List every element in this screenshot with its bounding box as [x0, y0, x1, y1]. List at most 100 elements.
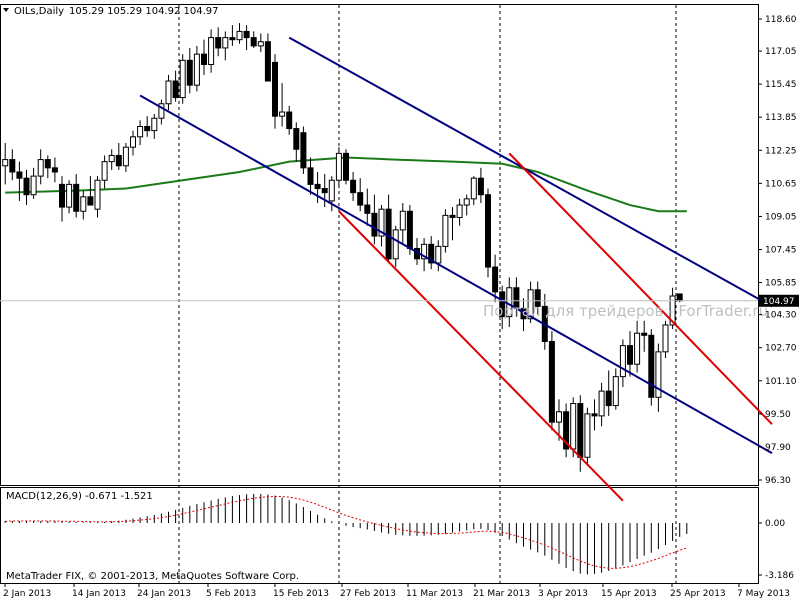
- candle: [30, 167, 37, 199]
- blue-trendline[interactable]: [139, 94, 773, 454]
- candle-body-down: [563, 411, 570, 450]
- signal-line: [5, 495, 687, 569]
- candle-body-up: [193, 53, 200, 86]
- date-tick-label: 25 Apr 2013: [670, 589, 726, 599]
- red-trendline[interactable]: [338, 210, 624, 502]
- candle-body-up: [208, 37, 215, 65]
- candle: [556, 399, 562, 441]
- candle: [641, 320, 648, 352]
- candle-body-up: [612, 376, 619, 407]
- macd-tick-label: 0.00: [765, 519, 785, 529]
- macd-title: MACD(12,26,9) -0.671 -1.521: [6, 491, 153, 502]
- candle: [584, 407, 591, 466]
- price-tick-label: 118.60: [765, 15, 797, 25]
- candle-body-down: [144, 125, 151, 132]
- candle: [23, 169, 30, 206]
- candle: [279, 83, 286, 127]
- candle-body-down: [492, 266, 499, 293]
- price-axis: 118.60 117.05 115.45 113.85 112.25 110.65 109.…: [758, 15, 797, 486]
- candle-body-up: [279, 111, 286, 117]
- candle-body-down: [350, 179, 357, 194]
- candle: [229, 25, 236, 46]
- copyright: MetaTrader FIX, © 2001-2013, MetaQuotes …: [6, 571, 299, 582]
- red-trendline[interactable]: [508, 152, 773, 425]
- candle: [435, 240, 442, 272]
- candle-body-down: [59, 183, 65, 208]
- date-tick-label: 14 Jan 2013: [72, 589, 126, 599]
- candle: [598, 382, 605, 427]
- price-panel[interactable]: [0, 4, 759, 486]
- candle-body-down: [321, 188, 328, 194]
- candle-body-up: [584, 413, 591, 458]
- blue-trendline[interactable]: [288, 36, 773, 308]
- candle: [612, 368, 619, 410]
- candle: [130, 130, 136, 156]
- date-tick-label: 5 Feb 2013: [206, 589, 256, 599]
- candle: [307, 157, 314, 195]
- candle-body-up: [137, 125, 144, 138]
- candle-body-down: [172, 80, 179, 99]
- candle: [449, 207, 456, 241]
- candle-body-up: [662, 324, 669, 353]
- price-tick-label: 112.25: [765, 146, 797, 156]
- candle-body-up: [66, 183, 73, 208]
- candle-body-up: [570, 403, 577, 450]
- macd-axis: 0.00 -3.186: [758, 519, 794, 581]
- candle-body-down: [577, 403, 584, 458]
- candle-body-down: [371, 212, 378, 237]
- candle-body-down: [264, 41, 271, 82]
- candle: [108, 149, 115, 170]
- candle-body-down: [186, 59, 193, 86]
- candle: [371, 194, 378, 245]
- candle-body-up: [2, 159, 9, 167]
- candle: [619, 339, 626, 387]
- price-tick-label: 99.50: [765, 410, 791, 420]
- price-tick-label: 107.45: [765, 246, 797, 256]
- candle-body-up: [527, 289, 534, 320]
- candle-body-down: [343, 152, 349, 181]
- candle: [634, 320, 641, 373]
- triangle-down-icon: [3, 8, 9, 12]
- candle-body-down: [314, 183, 321, 190]
- candle: [328, 176, 335, 212]
- candle-body-up: [158, 103, 165, 119]
- date-tick-label: 24 Jan 2013: [137, 589, 191, 599]
- candle: [605, 370, 612, 416]
- candle: [314, 171, 321, 203]
- candle: [477, 167, 484, 203]
- candle: [534, 281, 541, 315]
- candle: [655, 343, 662, 412]
- candle: [94, 176, 101, 218]
- candle: [300, 126, 307, 175]
- candle: [563, 403, 570, 458]
- candle: [627, 331, 633, 377]
- candle: [158, 99, 165, 125]
- candle: [428, 236, 435, 270]
- candle: [343, 149, 349, 185]
- date-tick-label: 15 Apr 2013: [601, 589, 657, 599]
- candle-body-up: [108, 154, 115, 163]
- symbol-header: OILs,Daily 105.29 105.29 104.92 104.97: [3, 6, 219, 17]
- candle: [80, 190, 87, 220]
- candle-body-up: [236, 30, 243, 41]
- candle-body-up: [179, 59, 186, 99]
- candle: [51, 157, 58, 183]
- candle-body-up: [335, 152, 342, 181]
- candle-body-up: [669, 295, 676, 326]
- candle: [208, 29, 215, 73]
- price-tick-label: 115.45: [765, 80, 797, 90]
- candle-body-down: [485, 194, 491, 268]
- price-tick-label: 96.30: [765, 476, 791, 486]
- price-tick-label: 105.85: [765, 279, 797, 289]
- candle: [215, 27, 222, 57]
- candle-body-down: [307, 167, 314, 185]
- current-price-tag: 104.97: [759, 294, 799, 307]
- price-tick-label: 97.90: [765, 443, 791, 453]
- candle: [272, 54, 278, 129]
- candle-body-up: [435, 245, 442, 264]
- candle-body-down: [641, 332, 648, 336]
- macd-panel[interactable]: [0, 487, 759, 584]
- price-tick-label: 101.10: [765, 377, 797, 387]
- candle-body-up: [94, 179, 101, 210]
